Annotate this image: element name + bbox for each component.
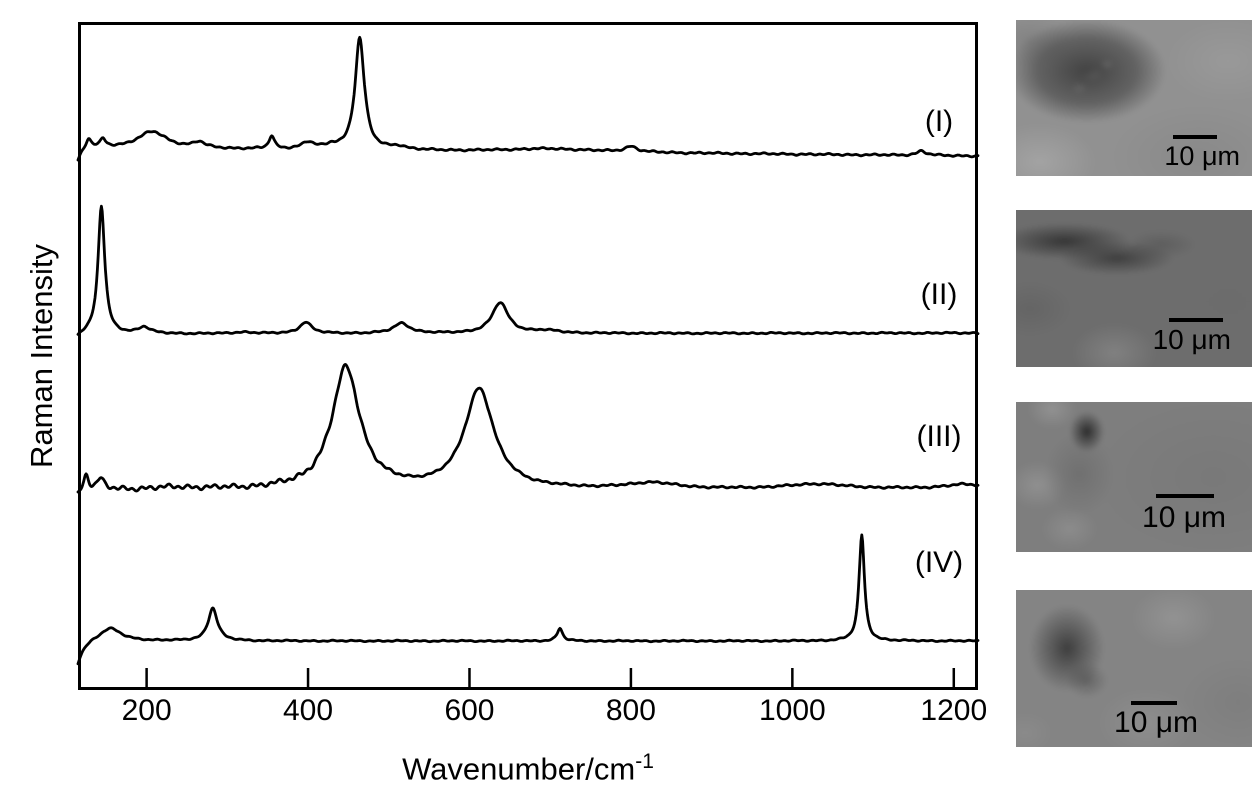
- spectrum-trace-2: [76, 204, 980, 336]
- series-label-2: (II): [920, 278, 958, 311]
- series-label-1: (I): [924, 105, 954, 138]
- x-axis-label-base: Wavenumber/cm: [402, 751, 636, 787]
- x-tick-label-800: 800: [605, 694, 656, 727]
- spectrum-trace-1: [76, 35, 980, 162]
- x-tick-label-600: 600: [444, 694, 495, 727]
- micrograph-3: 10 μm: [1016, 402, 1252, 552]
- scale-bar-label-3: 10 μm: [1142, 501, 1226, 534]
- scale-bar-2: [1169, 318, 1223, 322]
- micrograph-2: 10 μm: [1016, 210, 1252, 367]
- x-tick-label-1200: 1200: [920, 694, 988, 727]
- x-tick-label-200: 200: [121, 694, 172, 727]
- scale-bar-3: [1156, 494, 1214, 498]
- x-tick-label-400: 400: [283, 694, 334, 727]
- x-axis-label-superscript: -1: [635, 750, 654, 773]
- x-axis-label: Wavenumber/cm-1: [333, 750, 723, 787]
- spectrum-trace-4: [76, 533, 980, 666]
- micrograph-1-texture: [1016, 20, 1252, 176]
- micrograph-3-texture: [1016, 402, 1252, 552]
- series-label-3: (III): [916, 420, 962, 453]
- spectrum-trace-3: [76, 363, 980, 494]
- scale-bar-4: [1131, 701, 1177, 705]
- micrograph-1: 10 μm: [1016, 20, 1252, 176]
- series-label-4: (IV): [914, 546, 964, 579]
- plot-frame: [78, 22, 978, 690]
- micrograph-2-texture: [1016, 210, 1252, 367]
- scale-bar-label-4: 10 μm: [1114, 706, 1198, 739]
- micrograph-4: 10 μm: [1016, 590, 1252, 747]
- scale-bar-label-1: 10 μm: [1164, 141, 1240, 171]
- y-axis-label: Raman Intensity: [24, 244, 59, 468]
- micrograph-4-texture: [1016, 590, 1252, 747]
- scale-bar-1: [1173, 135, 1217, 139]
- x-tick-label-1000: 1000: [758, 694, 826, 727]
- scale-bar-label-2: 10 μm: [1152, 324, 1231, 355]
